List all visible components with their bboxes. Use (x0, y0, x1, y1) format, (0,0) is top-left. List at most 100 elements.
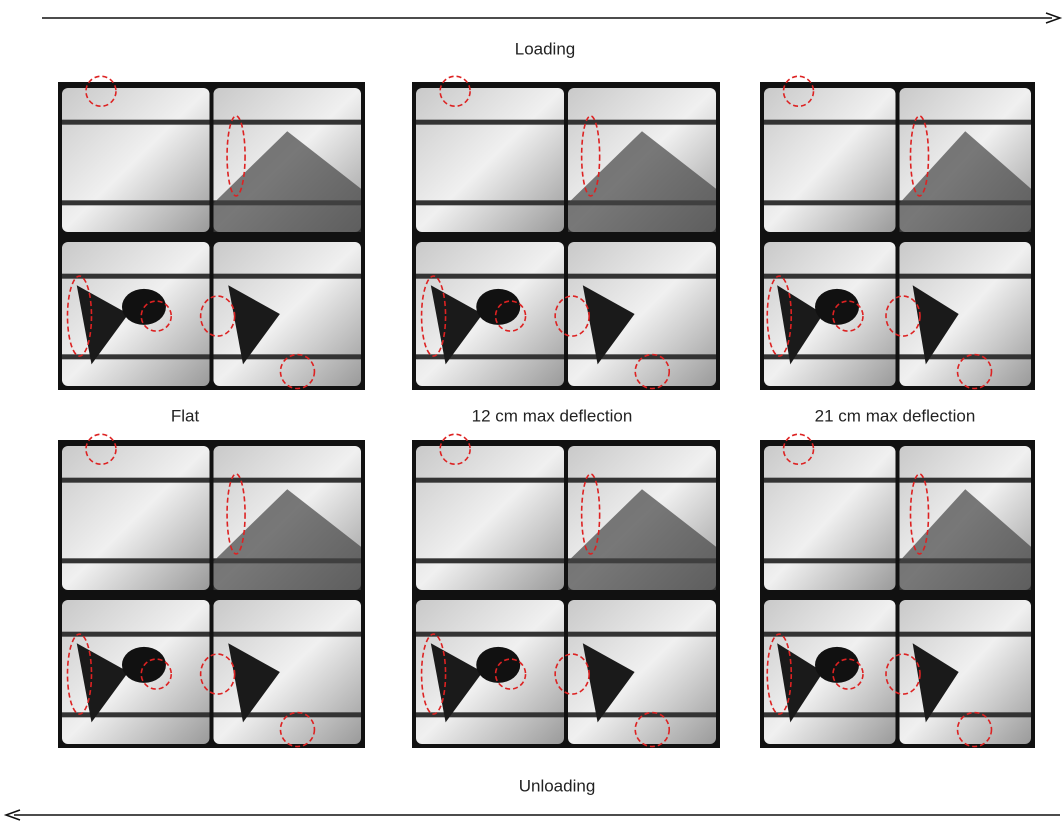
defect-marker (832, 300, 864, 332)
busbar (764, 119, 896, 125)
busbar (213, 712, 361, 718)
busbar (764, 200, 896, 206)
busbar (568, 631, 716, 637)
defect-marker (885, 295, 921, 337)
loading-arrowhead (1045, 12, 1063, 24)
caption: Flat (171, 406, 200, 425)
el-image (58, 75, 365, 390)
defect-marker (956, 353, 993, 390)
busbar (764, 558, 896, 564)
defect-marker (279, 711, 316, 748)
busbar (416, 354, 564, 360)
defect-marker (634, 353, 671, 390)
busbar (62, 477, 210, 483)
defect-marker (580, 473, 601, 555)
crack-region (213, 131, 361, 232)
cell (416, 88, 564, 232)
crack-region (76, 285, 129, 365)
loading-label: Loading (515, 39, 576, 58)
defect-marker (226, 473, 246, 555)
crack-region (912, 643, 959, 723)
caption: 21 cm max deflection (815, 406, 976, 425)
busbar (568, 273, 716, 279)
defect-marker (140, 658, 173, 690)
busbar (416, 273, 564, 279)
defect-marker (766, 633, 793, 715)
cell (62, 88, 210, 232)
defect-marker (885, 653, 921, 695)
el-image (58, 433, 365, 748)
crack-region (777, 643, 824, 723)
busbar (416, 558, 564, 564)
busbar (213, 354, 361, 360)
defect-marker (580, 115, 601, 197)
busbar (416, 477, 564, 483)
cell (764, 88, 896, 232)
busbar (62, 200, 210, 206)
defect-marker (439, 75, 471, 108)
defect-marker (140, 300, 173, 332)
crack-region (899, 489, 1031, 590)
busbar (62, 558, 210, 564)
el-image (412, 75, 720, 390)
cell (764, 446, 896, 590)
defect-marker (279, 353, 316, 390)
el-image (760, 75, 1035, 390)
crack-region (228, 643, 280, 723)
busbar (899, 631, 1031, 637)
defect-marker (85, 75, 117, 108)
busbar (899, 477, 1031, 483)
defect-marker (85, 433, 117, 466)
defect-marker (420, 275, 447, 357)
crack-region (568, 131, 716, 232)
cell (416, 446, 564, 590)
busbar (213, 119, 361, 125)
defect-marker (909, 115, 930, 197)
busbar (899, 354, 1031, 360)
busbar (764, 631, 896, 637)
crack-region (76, 643, 129, 723)
defect-marker (634, 711, 671, 748)
busbar (416, 119, 564, 125)
busbar (62, 712, 210, 718)
defect-marker (66, 633, 93, 715)
busbar (416, 200, 564, 206)
unloading-label: Unloading (519, 776, 596, 795)
crack-region (582, 285, 635, 365)
defect-marker (494, 658, 527, 690)
crack-region (430, 285, 483, 365)
busbar (62, 354, 210, 360)
defect-marker (554, 295, 590, 337)
panels (58, 75, 1035, 748)
busbar (764, 712, 896, 718)
defect-marker (226, 115, 246, 197)
busbar (62, 119, 210, 125)
caption: 12 cm max deflection (472, 406, 633, 425)
crack-region (568, 489, 716, 590)
defect-marker (782, 433, 815, 466)
crack-region (912, 285, 959, 365)
defect-marker (909, 473, 930, 555)
busbar (416, 712, 564, 718)
defect-marker (420, 633, 447, 715)
unloading-arrowhead (3, 809, 21, 821)
crack-region (777, 285, 824, 365)
busbar (899, 273, 1031, 279)
defect-marker (199, 653, 236, 695)
defect-marker (439, 433, 471, 466)
busbar (568, 712, 716, 718)
defect-marker (832, 658, 864, 690)
busbar (213, 477, 361, 483)
busbar (568, 354, 716, 360)
crack-region (430, 643, 483, 723)
busbar (62, 631, 210, 637)
busbar (764, 354, 896, 360)
busbar (213, 631, 361, 637)
defect-marker (782, 75, 815, 108)
crack-region (899, 131, 1031, 232)
defect-marker (66, 275, 93, 357)
busbar (62, 273, 210, 279)
defect-marker (494, 300, 527, 332)
crack-region (582, 643, 635, 723)
